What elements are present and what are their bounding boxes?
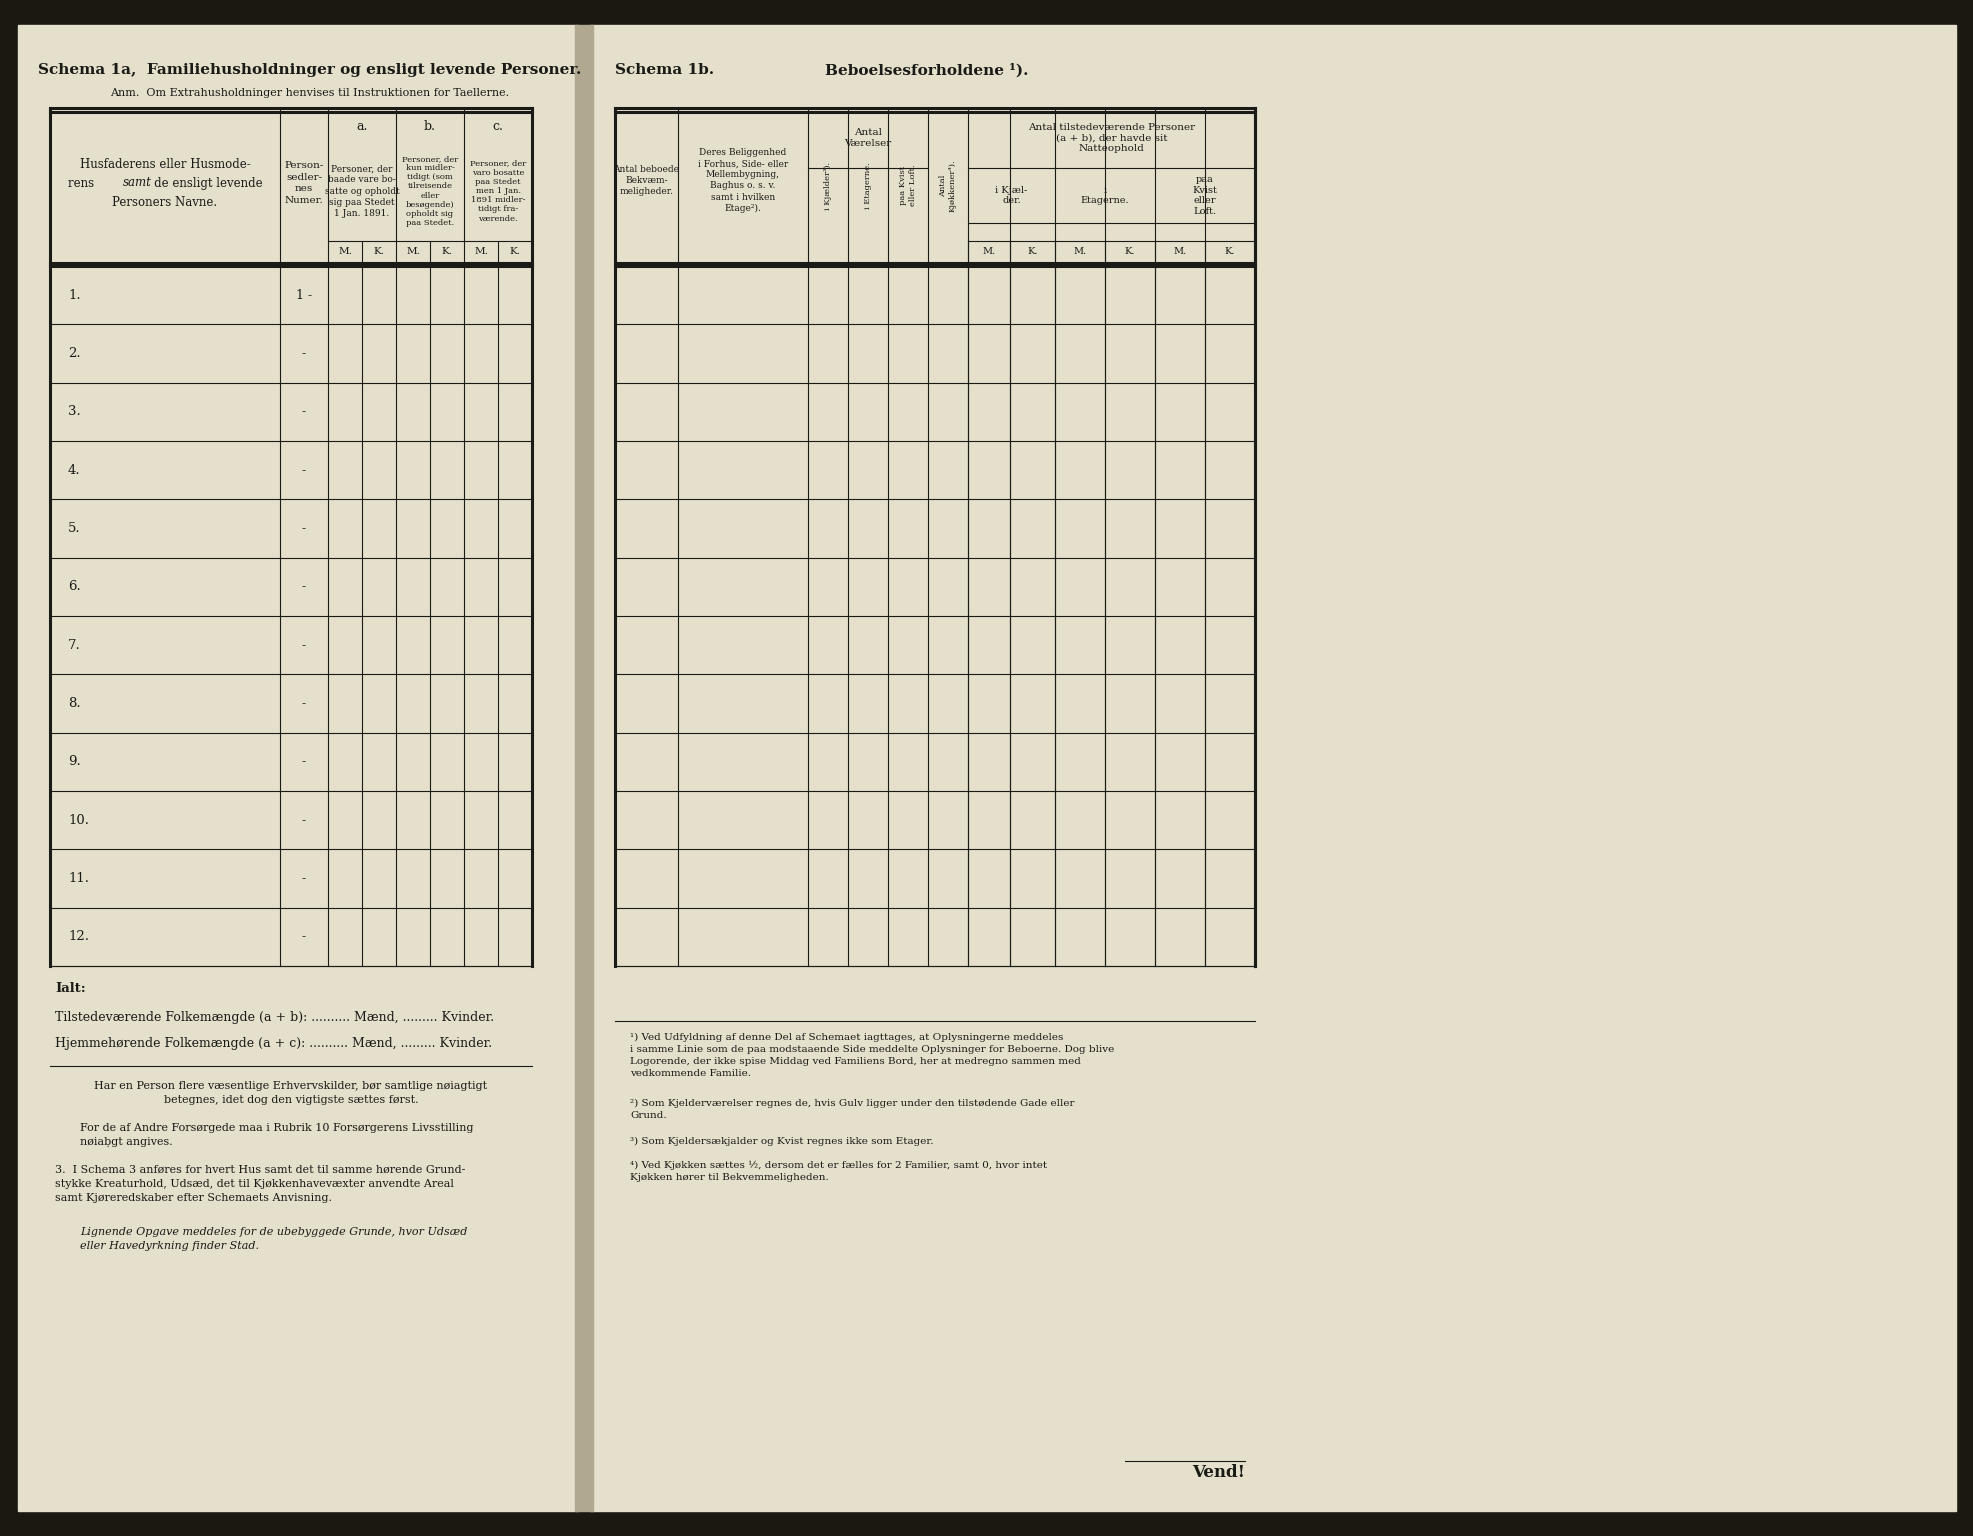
Text: Personer, der
baade vare bo-
satte og opholdt
sig paa Stedet
1 Jan. 1891.: Personer, der baade vare bo- satte og op… [324,164,399,218]
Text: Husfaderens eller Husmode-
rens                de ensligt levende
Personers Navn: Husfaderens eller Husmode- rens de ensli… [67,158,262,209]
Text: paa
Kvist
eller
Loft.: paa Kvist eller Loft. [1192,175,1217,215]
Text: Schema 1b.: Schema 1b. [616,63,714,77]
Text: -: - [302,522,306,535]
Text: i Etagerne.: i Etagerne. [864,163,872,209]
Text: 3.: 3. [67,406,81,418]
Text: -: - [302,756,306,768]
Text: 4.: 4. [67,464,81,476]
Text: -: - [302,814,306,826]
Text: Personer, der
kun midler-
tidigt (som
tilreisende
eller
besøgende)
opholdt sig
p: Personer, der kun midler- tidigt (som ti… [402,155,458,227]
Text: M.: M. [474,247,487,257]
Text: samt: samt [122,175,152,189]
Text: K.: K. [509,247,521,257]
Text: K.: K. [1026,247,1038,257]
Text: Ialt:: Ialt: [55,982,85,994]
Text: -: - [302,464,306,476]
Bar [574,25,592,1511]
Text: Tilstedeværende Folkemængde (a + b): .......... Mænd, ......... Kvinder.: Tilstedeværende Folkemængde (a + b): ...… [55,1012,493,1025]
Text: 1 -: 1 - [296,289,312,301]
Text: Har en Person flere væsentlige Erhvervskilder, bør samtlige nøiagtigt
betegnes, : Har en Person flere væsentlige Erhvervsk… [95,1081,487,1104]
Bar [590,25,1955,1511]
Text: 11.: 11. [67,872,89,885]
Text: c.: c. [493,120,503,132]
Text: Beboelsesforholdene ¹).: Beboelsesforholdene ¹). [825,63,1028,77]
Text: Antal beboede
Bekvæm-
meligheder.: Antal beboede Bekvæm- meligheder. [614,164,679,197]
Text: K.: K. [373,247,385,257]
Text: 9.: 9. [67,756,81,768]
Text: M.: M. [337,247,351,257]
Text: Antal
Kjøkkener⁴).: Antal Kjøkkener⁴). [939,160,957,212]
Text: For de af Andre Forsørgede maa i Rubrik 10 Forsørgerens Livsstilling
nøiaḅgt ang: For de af Andre Forsørgede maa i Rubrik … [81,1123,474,1147]
Text: -: - [302,872,306,885]
Text: M.: M. [1172,247,1186,257]
Text: -: - [302,406,306,418]
Text: 3.  I Schema 3 anføres for hvert Hus samt det til samme hørende Grund-
stykke Kr: 3. I Schema 3 anføres for hvert Hus samt… [55,1164,466,1203]
Text: -: - [302,347,306,359]
Text: Person-
sedler-
nes
Numer.: Person- sedler- nes Numer. [284,161,324,206]
Text: a.: a. [357,120,367,132]
Text: 6.: 6. [67,581,81,593]
Text: i Kjælder³).: i Kjælder³). [823,161,831,209]
Text: -: - [302,639,306,651]
Text: Hjemmehørende Folkemængde (a + c): .......... Mænd, ......... Kvinder.: Hjemmehørende Folkemængde (a + c): .....… [55,1037,491,1051]
Text: i
Etagerne.: i Etagerne. [1079,186,1129,206]
Text: -: - [302,931,306,943]
Text: -: - [302,697,306,710]
Text: 12.: 12. [67,931,89,943]
Text: paa Kvist
eller Loft.: paa Kvist eller Loft. [900,164,915,206]
Bar [18,25,578,1511]
Text: -: - [302,581,306,593]
Text: Lignende Opgave meddeles for de ubebyggede Grunde, hvor Udsæd
eller Havedyrkning: Lignende Opgave meddeles for de ubebygge… [81,1227,468,1250]
Text: Schema 1a,  Familiehusholdninger og ensligt levende Personer.: Schema 1a, Familiehusholdninger og ensli… [37,63,582,77]
Text: Deres Beliggenhed
i Forhus, Side- eller
Mellembygning,
Baghus o. s. v.
samt i hv: Deres Beliggenhed i Forhus, Side- eller … [698,147,787,214]
Text: ²) Som Kjelderværelser regnes de, hvis Gulv ligger under den tilstødende Gade el: ²) Som Kjelderværelser regnes de, hvis G… [629,1098,1073,1120]
Text: i Kjæl-
der.: i Kjæl- der. [994,186,1028,206]
Text: b.: b. [424,120,436,132]
Text: Antal tilstedeværende Personer
(a + b), der havde sit
Natteophold: Antal tilstedeværende Personer (a + b), … [1028,123,1194,154]
Text: K.: K. [1223,247,1235,257]
Text: 8.: 8. [67,697,81,710]
Text: Personer, der
varo bosatte
paa Stedet
men 1 Jan.
1891 midler-
tidigt fra-
værend: Personer, der varo bosatte paa Stedet me… [470,160,527,223]
Text: 5.: 5. [67,522,81,535]
Text: Antal
Værelser: Antal Værelser [844,129,892,147]
Text: ¹) Ved Udfyldning af denne Del af Schemaet iagttages, at Oplysningerne meddeles
: ¹) Ved Udfyldning af denne Del af Schema… [629,1034,1113,1078]
Text: 7.: 7. [67,639,81,651]
Text: ⁴) Ved Kjøkken sættes ½, dersom det er fælles for 2 Familier, samt 0, hvor intet: ⁴) Ved Kjøkken sættes ½, dersom det er f… [629,1161,1046,1183]
Text: 10.: 10. [67,814,89,826]
Text: K.: K. [1125,247,1134,257]
Text: Vend!: Vend! [1192,1464,1245,1481]
Text: M.: M. [1073,247,1085,257]
Text: M.: M. [406,247,420,257]
Text: ³) Som Kjeldersækjalder og Kvist regnes ikke som Etager.: ³) Som Kjeldersækjalder og Kvist regnes … [629,1137,933,1146]
Text: 1.: 1. [67,289,81,301]
Text: Anm.  Om Extrahusholdninger henvises til Instruktionen for Taellerne.: Anm. Om Extrahusholdninger henvises til … [110,88,509,98]
Text: K.: K. [442,247,452,257]
Text: 2.: 2. [67,347,81,359]
Text: M.: M. [983,247,994,257]
